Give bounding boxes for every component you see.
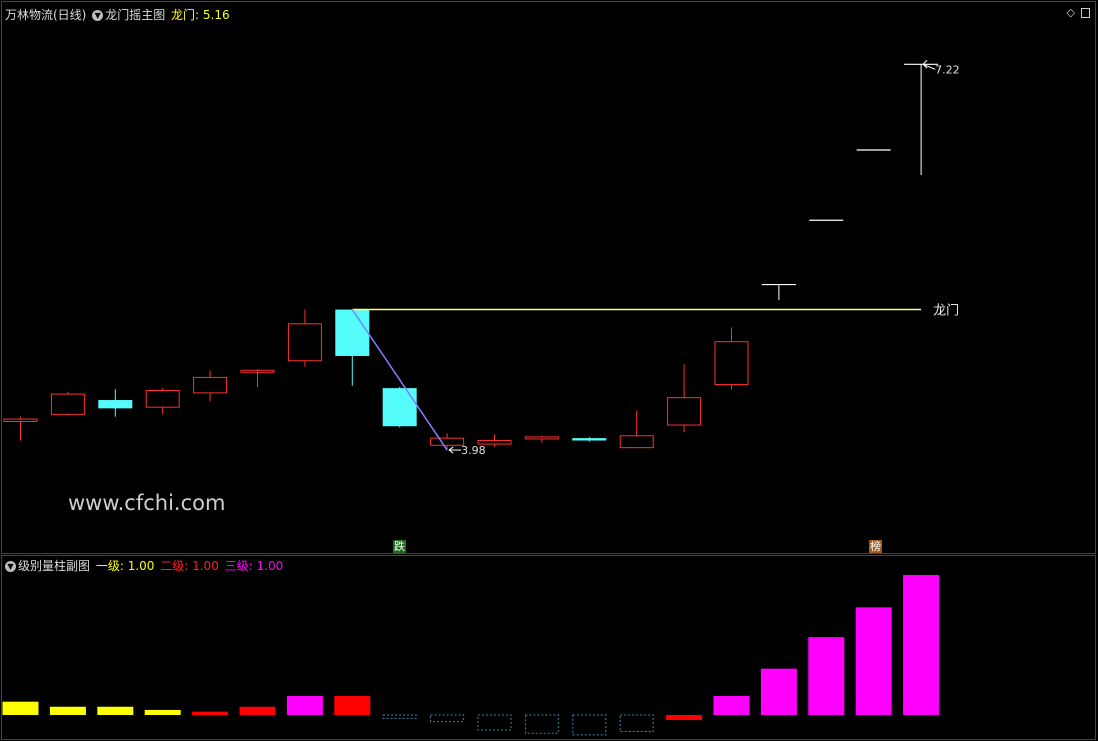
candle-body xyxy=(524,436,559,440)
chevron-down-icon[interactable]: ▼ xyxy=(5,561,16,572)
trend-line xyxy=(351,309,448,451)
candle-body xyxy=(667,397,702,426)
candle-body xyxy=(98,400,133,409)
maximize-icon[interactable] xyxy=(1081,8,1090,18)
candle-body xyxy=(335,309,370,356)
watermark: www.cfchi.com xyxy=(68,491,226,515)
volume-bar xyxy=(760,668,797,715)
volume-bar xyxy=(97,706,134,715)
volume-bar xyxy=(192,711,229,715)
candle-body xyxy=(3,418,38,422)
volume-bar xyxy=(430,714,465,723)
candle-body xyxy=(193,376,228,394)
candle-body xyxy=(572,438,607,441)
low-label: 3.98 xyxy=(461,444,486,457)
volume-bar xyxy=(619,714,654,733)
die-tag: 跌 xyxy=(393,540,406,553)
volume-bar xyxy=(334,695,371,715)
volume-bar xyxy=(903,575,940,715)
volume-bar xyxy=(49,706,86,715)
high-pointer xyxy=(922,63,936,70)
candle-body xyxy=(240,369,275,373)
volume-bar xyxy=(572,714,607,736)
high-label: 7.22 xyxy=(935,63,960,76)
longmen-line-label: 龙门 xyxy=(933,304,959,319)
volume-bar xyxy=(239,706,276,715)
candle-body xyxy=(287,323,322,362)
candle-body xyxy=(619,435,654,449)
chevron-down-icon[interactable]: ▼ xyxy=(92,10,104,21)
window-controls: ◇ xyxy=(1061,6,1090,19)
volume-bar xyxy=(2,701,39,715)
volume-bar xyxy=(855,607,892,715)
volume-bar xyxy=(477,714,512,731)
candle-body xyxy=(430,437,465,446)
indicator-name[interactable]: 龙门摇主图 xyxy=(105,8,166,22)
volume-bar xyxy=(286,695,323,715)
candle-body xyxy=(145,390,180,408)
longmen-value: 龙门: 5.16 xyxy=(171,8,230,22)
candle-body xyxy=(50,393,85,415)
stock-title: 万林物流(日线) xyxy=(5,8,87,22)
sub-indicator-name[interactable]: 级别量柱副图 xyxy=(18,559,91,573)
volume-bar xyxy=(666,715,703,721)
main-chart-panel xyxy=(1,1,1096,554)
volume-bar xyxy=(382,714,417,719)
candle-body xyxy=(714,341,749,386)
main-chart-header: 万林物流(日线) ▼ 龙门摇主图 龙门: 5.16 xyxy=(5,6,232,23)
volume-sub-panel xyxy=(1,555,1096,740)
volume-bar xyxy=(524,714,559,734)
volume-bar xyxy=(808,637,845,715)
volume-bar xyxy=(713,695,750,715)
level3-value: 三级: 1.00 xyxy=(224,559,284,573)
bang-tag: 榜 xyxy=(869,540,882,553)
candle-body xyxy=(382,388,417,427)
candle-body xyxy=(477,440,512,445)
volume-bar xyxy=(144,709,181,715)
level1-value: 一级: 1.00 xyxy=(95,559,155,573)
level2-value: 二级: 1.00 xyxy=(160,559,219,573)
diamond-icon[interactable]: ◇ xyxy=(1066,6,1075,19)
sub-chart-header: ▼ 级别量柱副图 一级: 1.00 二级: 1.00 三级: 1.00 xyxy=(5,557,285,574)
